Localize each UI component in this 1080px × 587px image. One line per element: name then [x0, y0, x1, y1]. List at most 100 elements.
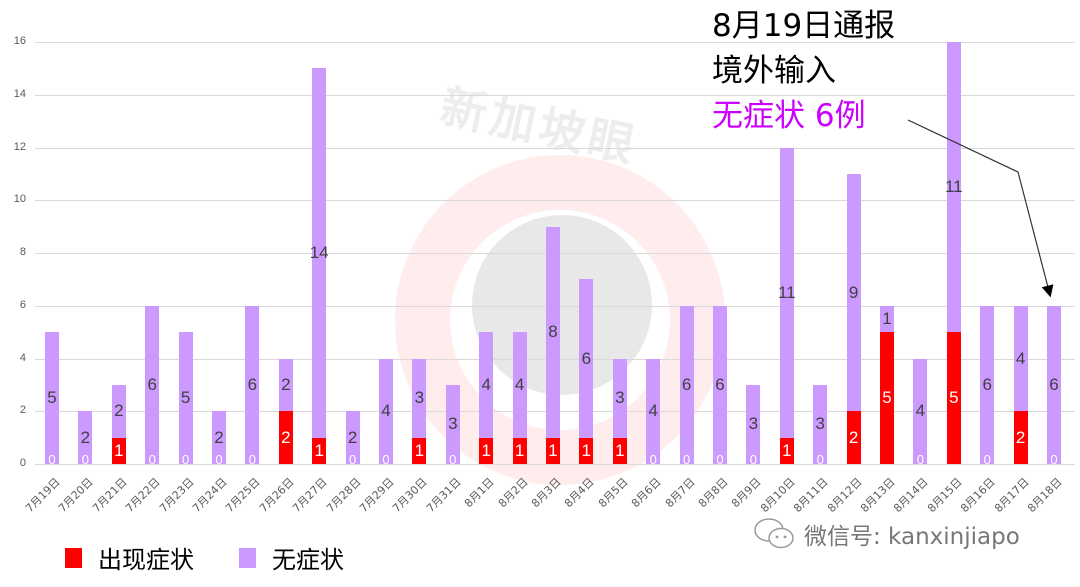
- data-label-asymptomatic: 2: [80, 427, 91, 447]
- bar-segment-symptomatic: [412, 437, 427, 464]
- data-label-symptomatic: 1: [314, 440, 324, 460]
- data-label-symptomatic: 0: [749, 452, 757, 467]
- data-label-asymptomatic: 6: [247, 374, 258, 394]
- annotation-line-2: 境外输入: [712, 53, 836, 89]
- data-label-asymptomatic: 3: [748, 414, 759, 434]
- bar-segment-symptomatic: [512, 437, 527, 464]
- data-label-asymptomatic: 1: [882, 308, 892, 328]
- bar-segment-asymptomatic: [713, 305, 727, 464]
- data-label-symptomatic: 1: [581, 440, 592, 460]
- data-label-asymptomatic: 4: [648, 401, 658, 421]
- data-label-symptomatic: 1: [782, 440, 792, 460]
- legend-swatch-purple: [239, 547, 256, 568]
- y-tick-label: 0: [19, 457, 26, 469]
- data-label-symptomatic: 2: [848, 427, 859, 447]
- data-label-asymptomatic: 2: [281, 374, 291, 394]
- data-label-symptomatic: 1: [548, 440, 558, 460]
- y-tick-label: 10: [13, 193, 26, 206]
- data-label-symptomatic: 0: [248, 452, 256, 467]
- bar-segment-symptomatic: [880, 332, 894, 464]
- data-label-symptomatic: 2: [1015, 427, 1026, 447]
- bar-segment-asymptomatic: [1013, 305, 1028, 412]
- data-label-symptomatic: 0: [983, 452, 991, 467]
- legend-swatch-red: [65, 547, 82, 568]
- data-label-asymptomatic: 4: [1015, 348, 1026, 368]
- bar-segment-asymptomatic: [512, 332, 527, 438]
- data-label-symptomatic: 2: [281, 427, 291, 447]
- bar-segment-asymptomatic: [212, 411, 226, 464]
- data-label-asymptomatic: 4: [514, 374, 525, 394]
- wechat-id: 微信号: kanxinjiapo: [804, 524, 1020, 550]
- wechat-icon: [754, 518, 794, 549]
- bar-segment-asymptomatic: [612, 358, 627, 438]
- data-label-symptomatic: 1: [481, 440, 491, 460]
- y-tick-label: 14: [13, 87, 26, 100]
- bar-stack: 5 11: [945, 0, 963, 464]
- bar-segment-symptomatic: [278, 411, 293, 464]
- data-label-asymptomatic: 6: [1049, 374, 1059, 394]
- bar-segment-asymptomatic: [178, 332, 193, 464]
- bar-segment-symptomatic: [946, 332, 961, 464]
- legend-item-asymptomatic: 无症状: [239, 540, 344, 575]
- data-label-asymptomatic: 3: [448, 414, 458, 434]
- bar-segment-asymptomatic: [579, 279, 594, 438]
- bar-segment-asymptomatic: [379, 358, 393, 464]
- legend-label: 无症状: [272, 546, 344, 574]
- annotation-line-1: 8月19日通报: [712, 8, 896, 44]
- bar-segment-asymptomatic: [1047, 305, 1061, 464]
- data-label-symptomatic: 1: [514, 440, 525, 460]
- legend: 出现症状 无症状: [65, 540, 389, 575]
- legend-label: 出现症状: [98, 546, 194, 574]
- data-label-symptomatic: 0: [348, 452, 357, 467]
- data-label-symptomatic: 0: [1050, 452, 1058, 467]
- bar-segment-symptomatic: [546, 437, 560, 464]
- data-label-asymptomatic: 9: [848, 282, 859, 302]
- gridline: [35, 147, 1075, 149]
- bar-segment-asymptomatic: [312, 68, 327, 438]
- bar-segment-symptomatic: [846, 411, 861, 464]
- data-label-asymptomatic: 11: [777, 282, 796, 302]
- data-label-asymptomatic: 6: [147, 374, 157, 394]
- legend-item-symptomatic: 出现症状: [65, 540, 194, 575]
- data-label-symptomatic: 0: [816, 452, 824, 467]
- bar-segment-asymptomatic: [412, 358, 427, 438]
- bar-segment-asymptomatic: [813, 384, 828, 464]
- gridline: [35, 94, 1075, 96]
- bar-segment-asymptomatic: [111, 384, 126, 438]
- data-label-asymptomatic: 2: [347, 427, 358, 447]
- bar-segment-asymptomatic: [245, 305, 260, 464]
- bar-segment-asymptomatic: [145, 305, 160, 464]
- bar-segment-asymptomatic: [445, 384, 460, 464]
- bar-segment-asymptomatic: [45, 332, 59, 464]
- bar-stack: 1 11: [778, 0, 796, 464]
- gridline: [35, 464, 1075, 465]
- bar-segment-asymptomatic: [679, 305, 694, 464]
- bar-segment-asymptomatic: [546, 226, 560, 438]
- data-label-symptomatic: 0: [649, 452, 657, 467]
- data-label-asymptomatic: 6: [715, 374, 725, 394]
- bar-segment-asymptomatic: [78, 411, 93, 464]
- data-label-symptomatic: 5: [949, 388, 959, 408]
- bar-stack: 1 14: [310, 0, 329, 464]
- data-label-asymptomatic: 5: [180, 388, 191, 408]
- data-label-asymptomatic: 2: [114, 401, 124, 421]
- bar-segment-asymptomatic: [646, 358, 661, 464]
- data-label-symptomatic: 0: [449, 452, 457, 467]
